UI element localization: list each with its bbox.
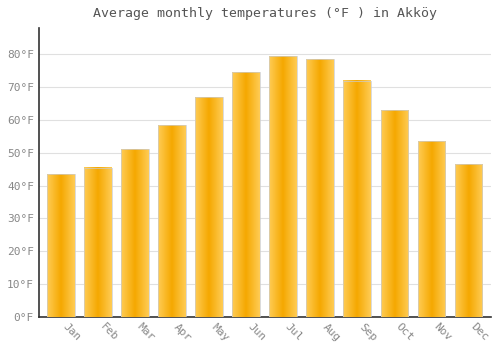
Bar — [84, 168, 112, 317]
Bar — [232, 72, 260, 317]
Bar — [121, 149, 149, 317]
Bar — [158, 125, 186, 317]
Bar — [306, 59, 334, 317]
Bar — [270, 56, 297, 317]
Bar — [418, 141, 446, 317]
Title: Average monthly temperatures (°F ) in Akköy: Average monthly temperatures (°F ) in Ak… — [93, 7, 437, 20]
Bar — [344, 80, 371, 317]
Bar — [196, 97, 223, 317]
Bar — [380, 110, 408, 317]
Bar — [454, 164, 482, 317]
Bar — [47, 174, 75, 317]
